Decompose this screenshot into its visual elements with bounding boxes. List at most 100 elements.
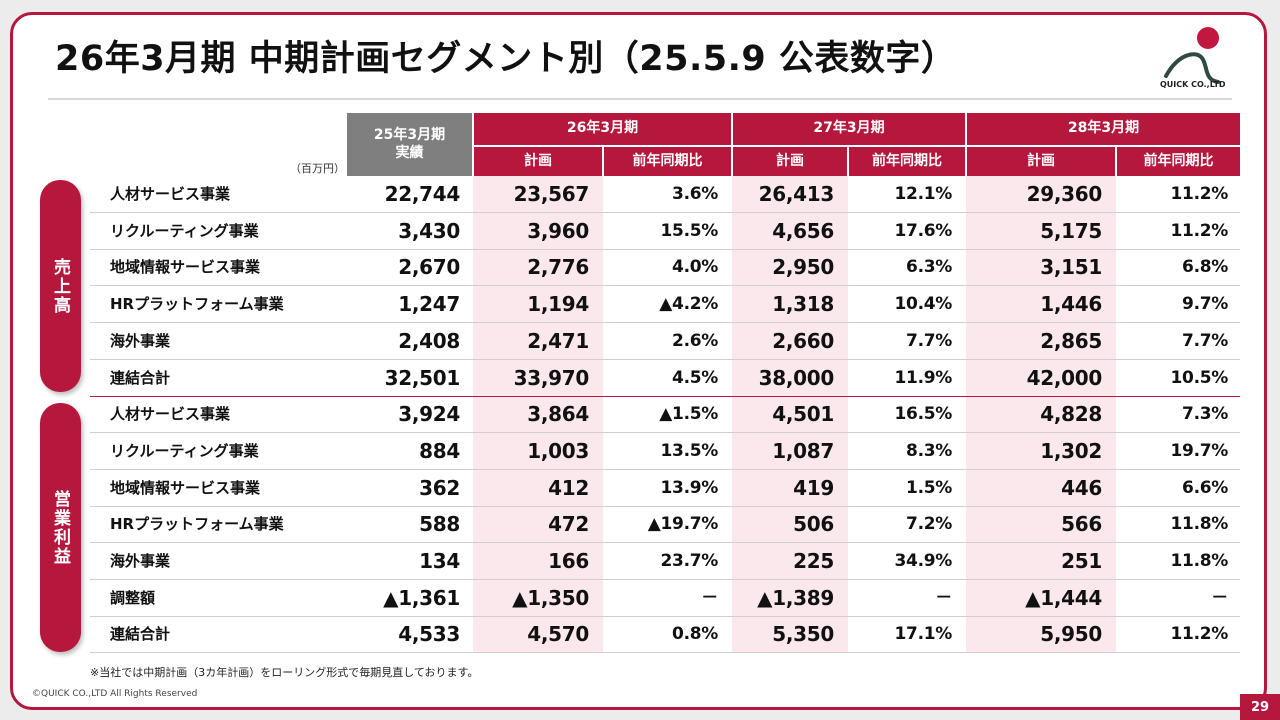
yoy-value: 23.7% [660,551,719,571]
page-title: 26年3月期 中期計画セグメント別（25.5.9 公表数字） [55,39,957,79]
plan-value: 166 [548,549,589,573]
yoy-value: 10.4% [894,294,953,315]
plan-value: 3,960 [527,218,589,243]
yoy-value: 3.6% [672,184,718,204]
yoy-value: 4.0% [672,257,718,278]
table-row: 人材サービス事業 22,744 23,567 3.6% 26,413 12.1% 29,36… [90,176,1240,213]
quick-logo-icon [1164,27,1220,84]
plan-value: 1,318 [772,292,834,317]
plan-value: 506 [793,512,834,537]
yoy-value: 13.5% [660,440,719,461]
table-row: 地域情報サービス事業 362 412 13.9% 419 1.5% 446 6.6% [90,470,1240,507]
actual-value: ▲1,361 [383,585,460,610]
yoy-value: － [935,587,952,608]
plan-value: 38,000 [758,365,835,390]
yoy-header: 前年同期比 [849,147,965,176]
table-row: リクルーティング事業 3,430 3,960 15.5% 4,656 17.6% 5,175… [90,213,1240,250]
actual-value: 884 [419,438,460,463]
row-label: 人材サービス事業 [110,405,231,424]
plan-value: 412 [548,475,589,500]
plan-value: 23,567 [513,182,590,206]
yoy-value: － [1211,587,1228,608]
yoy-value: 6.8% [1182,257,1228,278]
actual-header-line1: 25年3月期 [373,127,446,143]
table-row: リクルーティング事業 884 1,003 13.5% 1,087 8.3% 1,302 19.… [90,433,1240,470]
plan-value: 1,087 [772,438,834,463]
actual-value: 2,408 [398,328,460,353]
row-label: 地域情報サービス事業 [110,478,261,497]
row-label: リクルーティング事業 [110,221,259,240]
actual-value: 1,247 [398,292,460,317]
plan-value: 2,865 [1040,328,1102,353]
yoy-header: 前年同期比 [604,147,731,176]
actual-value: 3,430 [398,218,460,243]
actual-value: 588 [419,512,460,537]
plan-value: 5,175 [1040,218,1102,243]
plan-column-fill [732,176,848,653]
table-row: 地域情報サービス事業 2,670 2,776 4.0% 2,950 6.3% 3,151 6.… [90,249,1240,287]
yoy-value: ▲4.2% [659,294,718,315]
actual-value: 2,670 [398,255,460,280]
row-label: 調整額 [110,588,156,607]
table-row: 連結合計 32,501 33,970 4.5% 38,000 11.9% 42,000 10.… [90,360,1240,397]
footnote: ※当社では中期計画（3カ年計画）をローリング形式で毎期見直しております。 [90,666,479,679]
yoy-value: 13.9% [660,477,719,498]
plan-value: 4,501 [772,402,834,427]
plan-value: 5,350 [772,622,834,647]
row-label: 海外事業 [110,552,171,570]
row-label: 海外事業 [110,331,171,350]
table-row: 海外事業 2,408 2,471 2.6% 2,660 7.7% 2,865 7.7% [90,323,1240,360]
plan-value: ▲1,350 [512,585,589,610]
yoy-value: 16.5% [894,404,953,425]
actual-value: 4,533 [398,622,460,647]
yoy-value: 11.2% [1170,220,1229,241]
yoy-value: 9.7% [1182,294,1228,315]
yoy-value: 11.8% [1170,551,1229,571]
yoy-value: 17.6% [894,220,953,241]
yoy-value: 34.9% [894,551,953,571]
yoy-value: 11.8% [1170,514,1229,535]
plan-value: 33,970 [513,365,590,390]
plan-column-fill [966,176,1116,653]
yoy-value: 6.3% [906,257,952,278]
actual-value: 22,744 [384,182,461,206]
plan-value: 251 [1061,549,1102,573]
table-row: 人材サービス事業 3,924 3,864 ▲1.5% 4,501 16.5% 4,828 7.… [90,396,1240,434]
plan-value: 2,950 [772,255,834,280]
plan-value: 4,656 [772,218,834,243]
yoy-value: 11.9% [894,367,953,388]
plan-value: 4,570 [527,622,589,647]
period-header: 28年3月期 [967,113,1240,145]
yoy-value: 17.1% [894,624,953,645]
plan-header: 計画 [733,147,847,176]
row-label: 人材サービス事業 [110,185,231,203]
plan-value: 2,660 [772,328,834,353]
copyright: ©QUICK CO.,LTD All Rights Reserved [32,689,198,699]
plan-value: 446 [1061,475,1102,500]
yoy-value: 1.5% [906,477,952,498]
row-label: HRプラットフォーム事業 [110,295,284,314]
actual-header-line2: 実績 [395,144,424,161]
plan-value: 29,360 [1026,182,1103,206]
yoy-value: 7.7% [1182,330,1228,351]
row-label: HRプラットフォーム事業 [110,515,284,534]
plan-value: 472 [548,512,589,537]
section-label-operating-profit: 営業利益 [40,403,81,652]
table-row: 海外事業 134 166 23.7% 225 34.9% 251 11.8% [90,543,1240,580]
row-label: 連結合計 [110,625,171,644]
plan-value: 1,302 [1040,438,1102,463]
unit-label: （百万円） [290,162,345,175]
plan-header: 計画 [967,147,1115,176]
yoy-value: ▲1.5% [659,404,718,425]
yoy-value: 11.2% [1170,624,1229,645]
yoy-value: 12.1% [894,184,953,204]
actual-value: 3,924 [398,402,460,427]
plan-value: 566 [1061,512,1102,537]
yoy-value: 7.2% [906,514,952,535]
yoy-value: 11.2% [1170,184,1229,204]
plan-value: 42,000 [1026,365,1103,390]
actual-value: 134 [419,549,460,573]
plan-value: 5,950 [1040,622,1102,647]
yoy-value: 8.3% [906,440,952,461]
plan-header: 計画 [474,147,602,176]
